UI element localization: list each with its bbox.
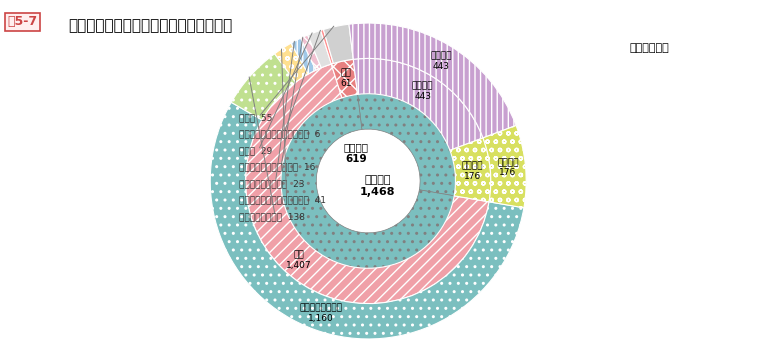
- Wedge shape: [301, 35, 321, 70]
- Text: 公務災害及び通勤災害の事由別認定状況: 公務災害及び通勤災害の事由別認定状況: [68, 18, 233, 33]
- Wedge shape: [357, 94, 455, 196]
- Text: 出張又は赴任途上  138: 出張又は赴任途上 138: [239, 212, 305, 221]
- Text: （単位：件）: （単位：件）: [629, 43, 669, 54]
- Wedge shape: [349, 23, 516, 138]
- Wedge shape: [450, 138, 491, 202]
- Text: 図5-7: 図5-7: [8, 15, 38, 28]
- Text: 通勤災害
619: 通勤災害 619: [344, 142, 369, 164]
- Text: 職務遂行に伴う怨恨  23: 職務遂行に伴う怨恨 23: [239, 179, 304, 188]
- Text: 疾病
61: 疾病 61: [340, 69, 352, 88]
- Text: 出退勤途上（公務上のもの）  41: 出退勤途上（公務上のもの） 41: [239, 195, 325, 205]
- Text: 公務災害
1,468: 公務災害 1,468: [360, 175, 395, 197]
- Wedge shape: [274, 43, 309, 82]
- Wedge shape: [231, 54, 296, 120]
- Wedge shape: [281, 94, 454, 268]
- Text: 退勤途上
176: 退勤途上 176: [462, 161, 483, 181]
- Text: 自己の職務遂行中
1,160: 自己の職務遂行中 1,160: [299, 303, 342, 323]
- Wedge shape: [353, 58, 483, 150]
- Wedge shape: [291, 38, 316, 74]
- Wedge shape: [211, 102, 524, 339]
- Text: 公務上の負傷に起因する疾病  6: 公務上の負傷に起因する疾病 6: [239, 129, 320, 138]
- Text: 出勤途上
443: 出勤途上 443: [430, 51, 451, 71]
- Text: 出勤途上
443: 出勤途上 443: [412, 81, 433, 101]
- Wedge shape: [323, 24, 353, 63]
- Wedge shape: [321, 30, 334, 64]
- Text: 負傷
1,407: 負傷 1,407: [287, 251, 312, 270]
- Text: レクリエーション参加中  16: レクリエーション参加中 16: [239, 162, 315, 171]
- Text: 退勤途上
176: 退勤途上 176: [497, 158, 518, 177]
- Wedge shape: [308, 30, 331, 68]
- Text: その他  29: その他 29: [239, 146, 272, 155]
- Wedge shape: [245, 64, 489, 304]
- Wedge shape: [483, 126, 526, 208]
- Text: その他  55: その他 55: [239, 113, 272, 122]
- Wedge shape: [331, 59, 357, 98]
